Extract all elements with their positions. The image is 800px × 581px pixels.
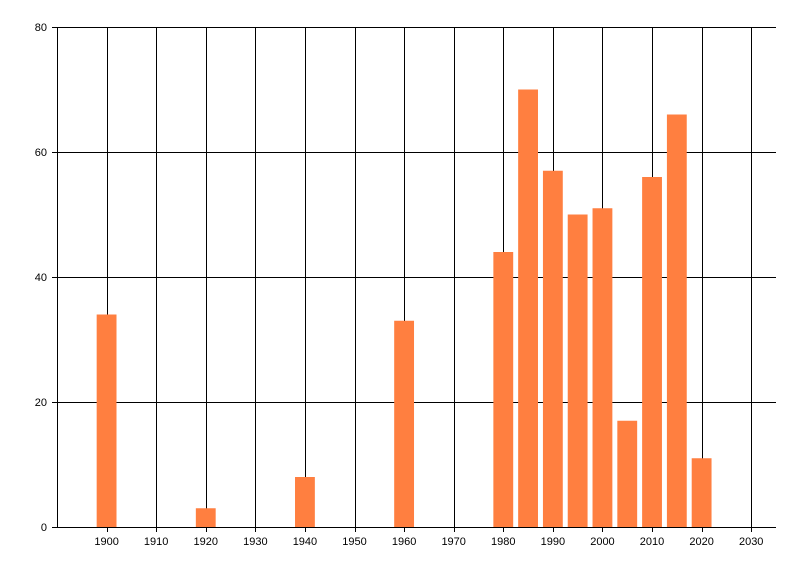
bar-2005	[617, 420, 638, 527]
x-tick-label: 1950	[342, 536, 366, 548]
bar-2000	[592, 208, 613, 527]
bars	[96, 89, 712, 527]
bar-1990	[542, 170, 563, 527]
x-tick-label: 1990	[541, 536, 565, 548]
x-tick-label: 1970	[441, 536, 465, 548]
bar-1900	[96, 314, 117, 527]
x-tick-label: 1980	[491, 536, 515, 548]
axes	[52, 27, 776, 532]
x-tick-label: 1940	[293, 536, 317, 548]
bar-1960	[394, 320, 415, 527]
bar-1985	[518, 89, 538, 527]
bar-1940	[295, 477, 315, 527]
bar-2020	[691, 458, 712, 527]
x-tick-label: 2010	[640, 536, 664, 548]
x-tick-label: 1900	[94, 536, 118, 548]
x-tick-labels: 1900 1910 1920 1930 1940 1950 1960 1970 1980 1990…	[94, 536, 763, 548]
y-tick-label: 40	[35, 272, 47, 284]
y-tick-label: 20	[35, 397, 47, 409]
y-tick-label: 0	[41, 522, 47, 534]
grid-lines	[57, 27, 776, 527]
x-tick-label: 1960	[392, 536, 416, 548]
bar-1980	[493, 252, 514, 527]
bar-2015	[666, 114, 687, 527]
y-tick-labels: 0 20 40 60 80	[35, 22, 47, 534]
x-tick-label: 1920	[194, 536, 218, 548]
x-tick-label: 2020	[689, 536, 713, 548]
x-tick-label: 2030	[739, 536, 763, 548]
x-tick-label: 1910	[144, 536, 168, 548]
x-tick-label: 2000	[590, 536, 614, 548]
y-tick-label: 60	[35, 147, 47, 159]
bar-2010	[642, 177, 662, 527]
y-tick-label: 80	[35, 22, 47, 34]
x-tick-label: 1930	[243, 536, 267, 548]
bar-1995	[567, 214, 588, 527]
bar-1920	[195, 508, 216, 527]
